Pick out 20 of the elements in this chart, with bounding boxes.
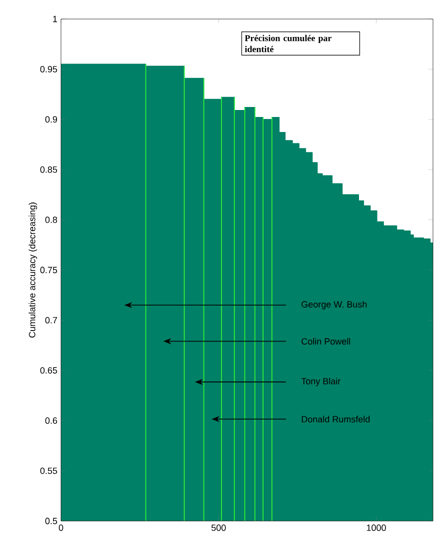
y-tick-label: 1 [53,16,58,22]
y-tick-label: 0.95 [40,66,58,72]
annotation: Colin Powell [302,338,350,345]
annotation: Donald Rumsfeld [302,416,370,422]
y-tick-label: 0.85 [40,166,58,173]
y-tick-label: 0.8 [45,216,58,223]
y-tick-label: 0.5 [45,518,58,524]
y-tick-label: 0.55 [40,468,58,474]
y-tick-label: 0.7 [45,317,58,324]
x-tick-label: 500 [211,524,226,531]
annotation: Tony Blair [301,378,341,386]
text: Précision cumulée par identité [244,34,332,52]
y-tick-label: 0.6 [45,417,58,424]
y-tick-label: 0.75 [40,266,58,274]
x-tick-label: 0 [58,524,64,531]
y-tick-label: 0.65 [40,367,58,374]
y-axis-title: Cumulative accuracy (decreasing) [28,202,38,338]
y-tick-label: 0.9 [45,116,58,123]
x-tick-label: 1000 [366,524,386,531]
annotation: George W. Bush [302,300,367,310]
